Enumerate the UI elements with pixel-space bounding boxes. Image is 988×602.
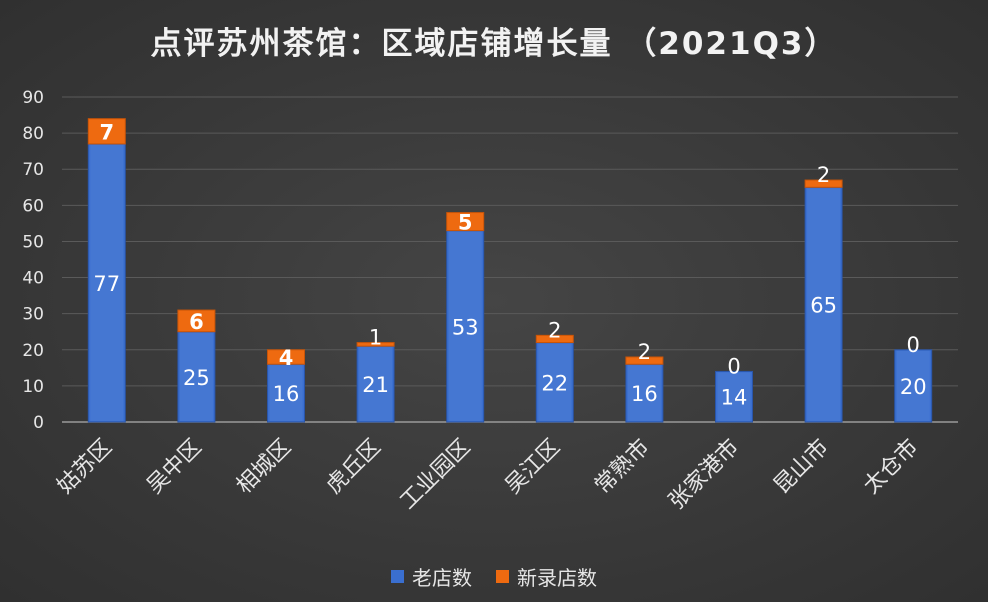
category-label: 常熟市	[590, 435, 654, 499]
bar-new-stores	[446, 212, 485, 232]
bar-value-label-old: 53	[452, 315, 479, 339]
bar-value-label-new: 0	[727, 354, 740, 378]
bar-value-label-new: 0	[907, 333, 920, 357]
y-tick-label: 30	[22, 305, 44, 325]
y-tick-label: 20	[22, 341, 44, 361]
chart-title: 点评苏州茶馆：区域店铺增长量 （2021Q3）	[150, 26, 838, 62]
bar-highlight	[538, 343, 572, 421]
y-tick-label: 90	[22, 88, 44, 108]
legend-swatch	[496, 570, 509, 583]
bar-old-stores	[804, 186, 843, 423]
y-tick-label: 10	[22, 377, 44, 397]
bar-old-stores	[446, 230, 485, 423]
category-label: 太仓市	[859, 435, 923, 499]
category-label: 姑苏区	[53, 435, 117, 499]
bar-new-stores	[535, 334, 574, 344]
bar-old-stores	[715, 370, 753, 423]
legend-item: 新录店数	[496, 562, 597, 591]
bar-new-stores	[87, 118, 126, 145]
bar-new-stores	[177, 309, 216, 333]
bar-value-label-new: 2	[817, 163, 830, 187]
legend-label: 新录店数	[517, 566, 597, 590]
category-label: 虎丘区	[321, 435, 385, 499]
category-label: 相城区	[232, 435, 296, 499]
category-label: 工业园区	[396, 435, 476, 515]
bar-value-label-old: 25	[183, 366, 210, 390]
bar-value-label-old: 16	[631, 382, 658, 406]
bar-highlight	[896, 350, 930, 421]
bar-highlight	[179, 332, 213, 421]
y-tick-label: 70	[22, 160, 44, 180]
bar-value-label-new: 6	[189, 310, 204, 334]
category-label: 吴江区	[501, 435, 565, 499]
bar-value-label-old: 22	[541, 371, 568, 395]
y-tick-label: 60	[22, 196, 44, 216]
category-label: 昆山市	[769, 435, 833, 499]
y-tick-label: 40	[22, 269, 44, 289]
category-label: 吴中区	[142, 435, 206, 499]
y-tick-label: 0	[33, 413, 44, 433]
bar-value-label-new: 7	[99, 120, 114, 144]
bar-new-stores	[356, 342, 395, 347]
bar-value-label-old: 65	[810, 294, 837, 318]
bar-old-stores	[87, 143, 126, 423]
category-label: 张家港市	[664, 435, 744, 515]
bar-old-stores	[535, 342, 574, 423]
bar-value-label-new: 4	[279, 346, 294, 370]
chart-legend: 老店数 新录店数	[0, 562, 988, 591]
bar-value-label-new: 2	[548, 318, 561, 342]
y-tick-label: 50	[22, 232, 44, 252]
legend-item: 老店数	[391, 562, 472, 591]
bar-value-label-new: 2	[638, 340, 651, 364]
bar-value-label-old: 16	[273, 382, 300, 406]
bar-new-stores	[804, 179, 843, 188]
bar-highlight	[269, 365, 303, 421]
bar-highlight	[627, 365, 661, 421]
y-tick-label: 80	[22, 124, 44, 144]
bar-value-label-old: 77	[93, 272, 120, 296]
bar-value-label-old: 20	[900, 375, 927, 399]
bar-value-label-old: 21	[362, 373, 389, 397]
bar-highlight	[807, 188, 841, 421]
bar-highlight	[359, 347, 393, 421]
bar-value-label-new: 1	[369, 326, 382, 350]
bar-value-label-new: 5	[458, 211, 473, 235]
legend-label: 老店数	[412, 566, 472, 590]
bar-highlight	[448, 231, 482, 421]
bar-new-stores	[267, 349, 305, 365]
bar-highlight	[717, 372, 751, 421]
bar-new-stores	[625, 356, 664, 365]
bar-highlight	[90, 144, 124, 421]
bar-old-stores	[356, 345, 395, 423]
legend-swatch	[391, 570, 404, 583]
bar-old-stores	[177, 331, 216, 423]
bar-old-stores	[894, 349, 933, 423]
bar-old-stores	[625, 363, 664, 423]
bar-value-label-old: 14	[721, 386, 748, 410]
